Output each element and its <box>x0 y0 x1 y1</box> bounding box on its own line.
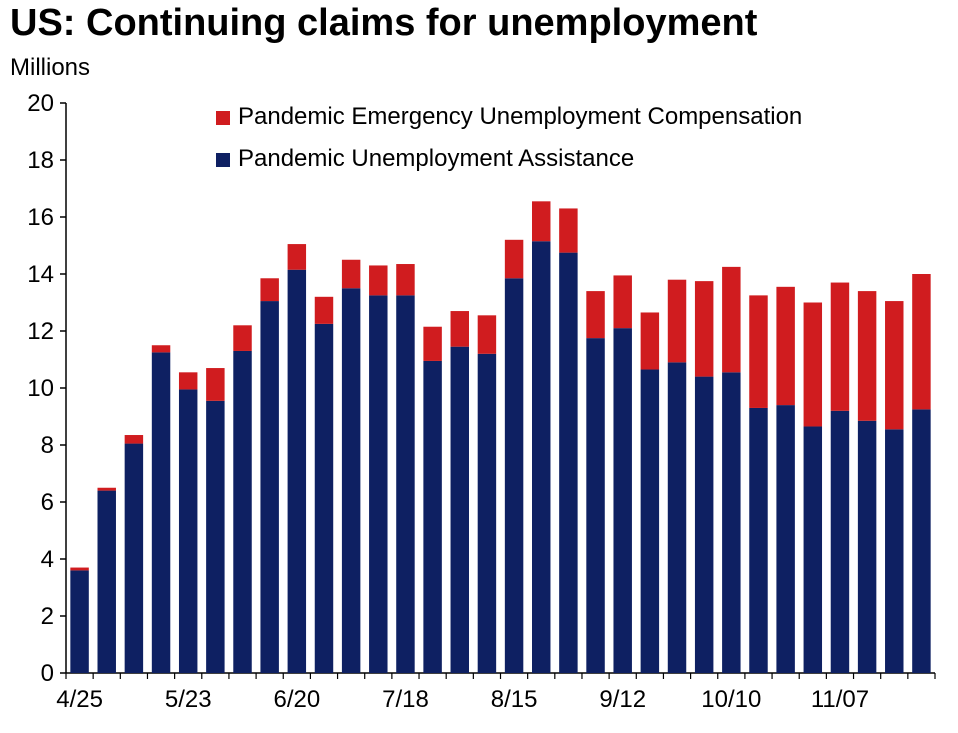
bar-pandemic-emergency-unemployment-compensation <box>450 311 469 347</box>
bar-pandemic-unemployment-assistance <box>287 269 307 673</box>
bar-pandemic-emergency-unemployment-compensation <box>124 435 144 444</box>
bar-pandemic-unemployment-assistance <box>586 338 605 673</box>
bar-pandemic-emergency-unemployment-compensation <box>640 312 660 370</box>
bar-pandemic-unemployment-assistance <box>613 328 632 673</box>
bar-pandemic-emergency-unemployment-compensation <box>423 326 442 361</box>
bar-pandemic-emergency-unemployment-compensation <box>722 266 741 373</box>
bar-pandemic-unemployment-assistance <box>450 346 469 673</box>
bar-pandemic-unemployment-assistance <box>532 241 551 673</box>
x-tick-label: 10/10 <box>701 686 761 713</box>
bar-pandemic-unemployment-assistance <box>830 410 850 673</box>
bar-pandemic-unemployment-assistance <box>640 369 660 673</box>
bar-pandemic-unemployment-assistance <box>694 376 714 673</box>
legend-label: Pandemic Emergency Unemployment Compensa… <box>238 103 802 130</box>
bar-pandemic-emergency-unemployment-compensation <box>260 278 279 302</box>
bar-pandemic-unemployment-assistance <box>151 352 171 673</box>
bar-pandemic-emergency-unemployment-compensation <box>70 567 89 571</box>
bar-pandemic-emergency-unemployment-compensation <box>830 282 850 411</box>
bar-pandemic-unemployment-assistance <box>260 301 279 673</box>
bar-pandemic-emergency-unemployment-compensation <box>477 315 497 354</box>
bar-pandemic-emergency-unemployment-compensation <box>314 296 334 324</box>
bar-pandemic-emergency-unemployment-compensation <box>396 264 415 296</box>
y-tick-label: 18 <box>27 147 54 174</box>
bar-pandemic-unemployment-assistance <box>233 350 252 673</box>
bar-pandemic-emergency-unemployment-compensation <box>803 302 823 427</box>
bar-pandemic-unemployment-assistance <box>722 372 741 673</box>
bar-pandemic-emergency-unemployment-compensation <box>857 291 877 421</box>
bar-pandemic-emergency-unemployment-compensation <box>178 372 198 390</box>
bar-pandemic-emergency-unemployment-compensation <box>749 295 768 408</box>
bar-pandemic-unemployment-assistance <box>178 389 198 673</box>
bar-pandemic-unemployment-assistance <box>776 405 795 673</box>
bar-pandemic-emergency-unemployment-compensation <box>504 239 524 279</box>
legend-swatch <box>216 153 230 167</box>
y-tick-label: 4 <box>41 546 54 573</box>
x-tick-label: 4/25 <box>56 686 103 713</box>
bar-pandemic-unemployment-assistance <box>749 407 768 673</box>
bar-pandemic-unemployment-assistance <box>504 278 524 673</box>
bar-pandemic-emergency-unemployment-compensation <box>559 208 578 253</box>
bar-pandemic-emergency-unemployment-compensation <box>586 291 605 339</box>
bar-pandemic-unemployment-assistance <box>912 409 931 673</box>
bar-pandemic-emergency-unemployment-compensation <box>97 487 116 491</box>
y-axis-unit-label: Millions <box>10 54 91 81</box>
bar-pandemic-emergency-unemployment-compensation <box>776 286 795 406</box>
bar-pandemic-emergency-unemployment-compensation <box>694 281 714 377</box>
bar-pandemic-unemployment-assistance <box>369 295 388 673</box>
y-tick-label: 14 <box>27 261 54 288</box>
bar-pandemic-unemployment-assistance <box>396 295 415 673</box>
bar-pandemic-emergency-unemployment-compensation <box>885 301 904 430</box>
bar-pandemic-unemployment-assistance <box>70 570 89 673</box>
bar-pandemic-unemployment-assistance <box>803 426 823 673</box>
x-tick-label: 5/23 <box>165 686 212 713</box>
x-tick-label: 9/12 <box>599 686 646 713</box>
x-tick-label: 7/18 <box>382 686 429 713</box>
x-tick-label: 11/07 <box>811 686 869 713</box>
y-tick-label: 6 <box>41 489 54 516</box>
y-tick-label: 0 <box>41 660 54 687</box>
bar-pandemic-emergency-unemployment-compensation <box>341 259 361 289</box>
bar-pandemic-unemployment-assistance <box>206 400 225 673</box>
y-tick-label: 8 <box>41 432 54 459</box>
legend-swatch <box>216 111 230 125</box>
bar-pandemic-unemployment-assistance <box>314 323 334 673</box>
x-tick-label: 6/20 <box>273 686 320 713</box>
bar-pandemic-unemployment-assistance <box>477 353 497 673</box>
bar-pandemic-emergency-unemployment-compensation <box>151 345 171 353</box>
bar-pandemic-emergency-unemployment-compensation <box>287 244 307 270</box>
bar-pandemic-unemployment-assistance <box>423 360 442 673</box>
bar-pandemic-unemployment-assistance <box>124 443 144 673</box>
bar-pandemic-unemployment-assistance <box>97 490 116 673</box>
y-tick-label: 16 <box>27 204 54 231</box>
x-tick-label: 8/15 <box>491 686 538 713</box>
y-tick-label: 2 <box>41 603 54 630</box>
chart-title: US: Continuing claims for unemployment <box>10 2 758 44</box>
bar-pandemic-emergency-unemployment-compensation <box>206 368 225 401</box>
legend-label: Pandemic Unemployment Assistance <box>238 145 634 172</box>
bar-pandemic-unemployment-assistance <box>341 288 361 673</box>
bar-pandemic-unemployment-assistance <box>885 429 904 673</box>
bar-pandemic-emergency-unemployment-compensation <box>912 274 931 410</box>
y-tick-label: 10 <box>27 375 54 402</box>
bar-pandemic-emergency-unemployment-compensation <box>667 279 687 363</box>
y-tick-label: 20 <box>27 90 54 117</box>
y-tick-label: 12 <box>27 318 54 345</box>
bar-pandemic-emergency-unemployment-compensation <box>532 201 551 242</box>
bar-pandemic-unemployment-assistance <box>667 362 687 673</box>
bar-pandemic-unemployment-assistance <box>559 252 578 673</box>
bar-pandemic-emergency-unemployment-compensation <box>233 325 252 351</box>
bar-pandemic-emergency-unemployment-compensation <box>369 265 388 296</box>
bar-pandemic-emergency-unemployment-compensation <box>613 275 632 329</box>
bar-pandemic-unemployment-assistance <box>857 420 877 673</box>
